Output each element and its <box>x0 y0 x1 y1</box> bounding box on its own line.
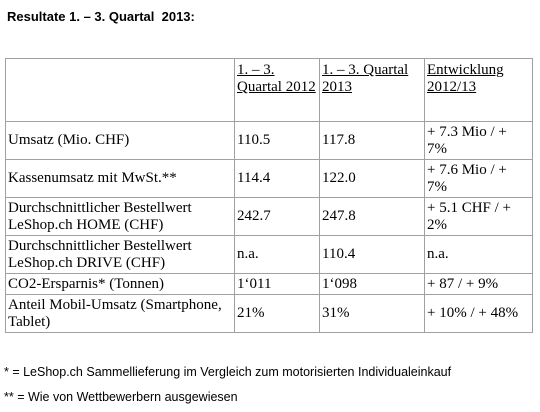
results-table: 1. – 3. Quartal 2012 1. – 3. Quartal 201… <box>5 58 533 333</box>
title: Resultate 1. – 3. Quartal 2013: <box>7 9 195 24</box>
cell: 1‘011 <box>234 273 320 295</box>
footnote: * = LeShop.ch Sammellieferung im Verglei… <box>4 365 452 379</box>
table-row: Kassenumsatz mit MwSt.** 114.4 122.0 + 7.6 … <box>5 159 533 198</box>
row-label: Umsatz (Mio. CHF) <box>5 121 235 160</box>
cell: + 7.6 Mio / + 7% <box>424 159 533 198</box>
cell: 117.8 <box>319 121 425 160</box>
cell: 122.0 <box>319 159 425 198</box>
cell: n.a. <box>424 235 533 274</box>
cell: 110.5 <box>234 121 320 160</box>
row-label: Durchschnittlicher Bestellwert LeShop.ch… <box>5 235 235 274</box>
column-header: 1. – 3. Quartal 2013 <box>322 62 409 95</box>
cell: + 5.1 CHF / + 2% <box>424 197 533 236</box>
table-row: Durchschnittlicher Bestellwert LeShop.ch… <box>5 197 533 236</box>
header-cell <box>5 58 235 122</box>
cell: 21% <box>234 294 320 333</box>
cell: 247.8 <box>319 197 425 236</box>
cell: 242.7 <box>234 197 320 236</box>
header-cell: Entwicklung 2012/13 <box>424 58 533 122</box>
table-body: 1. – 3. Quartal 2012 1. – 3. Quartal 201… <box>5 58 533 333</box>
header-row: 1. – 3. Quartal 2012 1. – 3. Quartal 201… <box>5 58 533 122</box>
cell: 1‘098 <box>319 273 425 295</box>
footnote: ** = Wie von Wettbewerbern ausgewiesen <box>4 390 238 404</box>
row-label: CO2-Ersparnis* (Tonnen) <box>5 273 235 295</box>
row-label: Kassenumsatz mit MwSt.** <box>5 159 235 198</box>
cell: 31% <box>319 294 425 333</box>
table-row: Anteil Mobil-Umsatz (Smartphone, Tablet)… <box>5 294 533 333</box>
column-header: 1. – 3. Quartal 2012 <box>237 62 316 95</box>
row-label: Anteil Mobil-Umsatz (Smartphone, Tablet) <box>5 294 235 333</box>
cell: + 10% / + 48% <box>424 294 533 333</box>
table-row: CO2-Ersparnis* (Tonnen) 1‘011 1‘098 + 87 / … <box>5 273 533 295</box>
cell: + 87 / + 9% <box>424 273 533 295</box>
column-header: Entwicklung 2012/13 <box>427 62 504 95</box>
cell: 114.4 <box>234 159 320 198</box>
cell: n.a. <box>234 235 320 274</box>
cell: 110.4 <box>319 235 425 274</box>
header-cell: 1. – 3. Quartal 2012 <box>234 58 320 122</box>
header-cell: 1. – 3. Quartal 2013 <box>319 58 425 122</box>
row-label: Durchschnittlicher Bestellwert LeShop.ch… <box>5 197 235 236</box>
cell: + 7.3 Mio / + 7% <box>424 121 533 160</box>
table-row: Durchschnittlicher Bestellwert LeShop.ch… <box>5 235 533 274</box>
table-row: Umsatz (Mio. CHF) 110.5 117.8 + 7.3 Mio / +… <box>5 121 533 160</box>
